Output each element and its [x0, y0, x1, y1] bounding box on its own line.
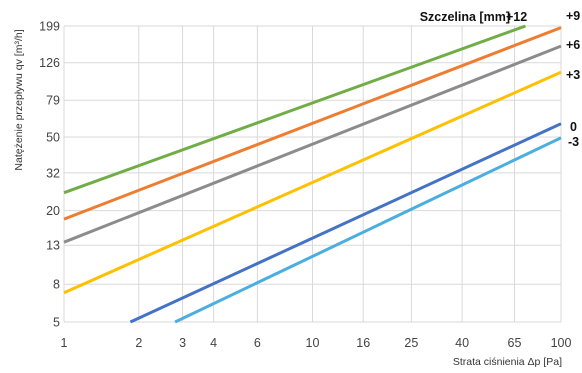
x-tick-label: 4	[210, 336, 217, 350]
x-axis-label: Strata ciśnienia Δp [Pa]	[453, 356, 562, 368]
series-label-6: -3	[568, 135, 579, 149]
series-label-4: +3	[566, 68, 580, 82]
y-tick-label: 20	[46, 204, 60, 218]
series-labels: +12 +9 +6 +3 0-3	[506, 9, 580, 149]
x-gridlines	[63, 26, 562, 322]
series-line-3	[63, 44, 562, 244]
series-label-2: +9	[566, 9, 580, 23]
x-tick-labels: 1 2 3 4 6 10 16 25 40 65 100	[61, 336, 572, 350]
series-lines	[63, 24, 562, 324]
series-label-5: 0	[570, 120, 577, 134]
series-label-3: +6	[566, 38, 580, 52]
y-gridlines	[64, 25, 561, 323]
series-line-5	[129, 122, 562, 324]
x-tick-label: 65	[508, 336, 522, 350]
x-tick-label: 25	[404, 336, 418, 350]
series-label-1: +12	[506, 10, 527, 24]
x-tick-label: 3	[179, 336, 186, 350]
y-tick-labels: 5 8 13 20 32 50 79 126 199	[39, 20, 60, 330]
y-tick-label: 13	[46, 239, 60, 253]
y-axis-label: Natężenie przepływu qv [m³/h]	[13, 29, 25, 170]
series-line-4	[63, 70, 562, 295]
x-tick-label: 40	[455, 336, 469, 350]
y-tick-label: 199	[39, 20, 60, 34]
y-tick-label: 5	[53, 316, 60, 330]
x-tick-label: 16	[356, 336, 370, 350]
y-tick-label: 32	[46, 166, 60, 180]
x-tick-label: 100	[551, 336, 572, 350]
y-tick-label: 126	[39, 56, 60, 70]
x-tick-label: 1	[61, 336, 68, 350]
y-tick-label: 79	[46, 94, 60, 108]
series-line-2	[63, 26, 562, 221]
series-line-6	[174, 136, 562, 324]
y-tick-label: 50	[46, 130, 60, 144]
legend-title: Szczelina [mm]	[420, 10, 510, 24]
x-tick-label: 2	[135, 336, 142, 350]
x-tick-label: 10	[306, 336, 320, 350]
x-tick-label: 6	[254, 336, 261, 350]
y-tick-label: 8	[53, 278, 60, 292]
series-line-1	[63, 24, 527, 195]
